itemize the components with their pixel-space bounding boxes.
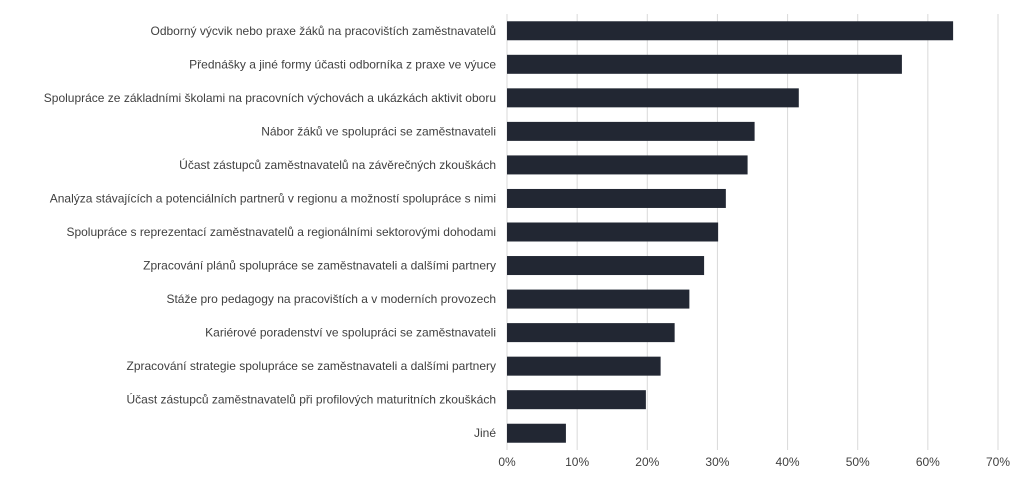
- category-label: Odborný výcvik nebo praxe žáků na pracov…: [150, 24, 496, 38]
- category-label: Zpracování plánů spolupráce se zaměstnav…: [143, 259, 496, 273]
- category-label: Jiné: [474, 426, 496, 440]
- bar: [507, 88, 799, 108]
- category-labels: Odborný výcvik nebo praxe žáků na pracov…: [44, 24, 497, 440]
- category-label: Stáže pro pedagogy na pracovištích a v m…: [166, 292, 496, 306]
- category-label: Účast zástupců zaměstnavatelů při profil…: [127, 392, 497, 407]
- bars: [507, 21, 954, 443]
- x-tick-label: 10%: [565, 455, 589, 469]
- bar: [507, 289, 690, 309]
- bar: [507, 423, 566, 443]
- x-tick-label: 50%: [846, 455, 870, 469]
- category-label: Přednášky a jiné formy účasti odborníka …: [189, 57, 496, 71]
- bar: [507, 21, 954, 41]
- category-label: Kariérové poradenství ve spolupráci se z…: [205, 326, 496, 340]
- category-label: Spolupráce ze základními školami na prac…: [44, 91, 496, 105]
- bar: [507, 155, 748, 175]
- x-tick-label: 40%: [776, 455, 800, 469]
- category-label: Analýza stávajících a potenciálních part…: [50, 191, 496, 205]
- bar: [507, 390, 646, 410]
- bar: [507, 356, 661, 376]
- x-tick-label: 20%: [635, 455, 659, 469]
- x-tick-label: 60%: [916, 455, 940, 469]
- category-label: Zpracování strategie spolupráce se zaměs…: [126, 359, 496, 373]
- bar: [507, 323, 675, 343]
- category-label: Spolupráce s reprezentací zaměstnavatelů…: [66, 225, 496, 239]
- x-tick-label: 30%: [705, 455, 729, 469]
- bar: [507, 188, 726, 208]
- x-tick-label: 0%: [498, 455, 516, 469]
- bar: [507, 256, 705, 276]
- bar: [507, 222, 719, 242]
- category-label: Účast zástupců zaměstnavatelů na závěreč…: [179, 157, 496, 172]
- x-tick-label: 70%: [986, 455, 1010, 469]
- category-label: Nábor žáků ve spolupráci se zaměstnavate…: [261, 124, 496, 138]
- bar: [507, 121, 755, 141]
- bar: [507, 54, 902, 74]
- x-tick-labels: 0% 10% 20% 30% 40% 50% 60% 70%: [498, 455, 1010, 469]
